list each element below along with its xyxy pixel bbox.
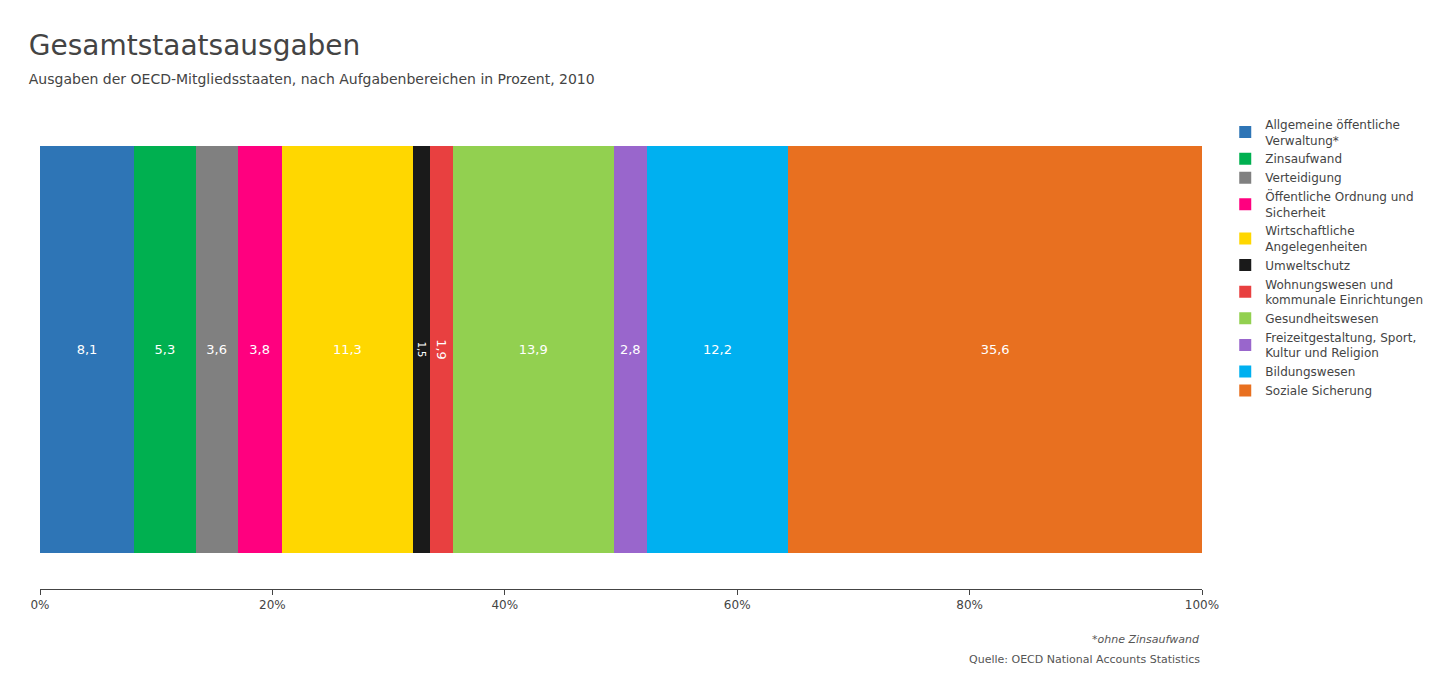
- svg-text:80%: 80%: [956, 598, 983, 612]
- svg-text:3,6: 3,6: [206, 342, 227, 357]
- svg-text:60%: 60%: [724, 598, 751, 612]
- svg-text:35,6: 35,6: [981, 342, 1010, 357]
- svg-text:40%: 40%: [491, 598, 518, 612]
- svg-text:8,1: 8,1: [77, 342, 98, 357]
- svg-text:Zinsaufwand: Zinsaufwand: [1265, 152, 1342, 166]
- svg-text:1,9: 1,9: [434, 339, 449, 360]
- svg-text:Gesamtstaatsausgaben: Gesamtstaatsausgaben: [29, 29, 361, 62]
- svg-text:100%: 100%: [1185, 598, 1219, 612]
- svg-text:20%: 20%: [259, 598, 286, 612]
- svg-text:0%: 0%: [30, 598, 49, 612]
- svg-text:2,8: 2,8: [620, 342, 641, 357]
- svg-text:Öffentliche Ordnung undSicherh: Öffentliche Ordnung undSicherheit: [1265, 188, 1413, 220]
- svg-text:Umweltschutz: Umweltschutz: [1265, 259, 1350, 273]
- svg-text:1,5: 1,5: [416, 342, 427, 358]
- svg-text:Ausgaben der OECD-Mitgliedssta: Ausgaben der OECD-Mitgliedsstaaten, nach…: [29, 71, 595, 87]
- svg-text:Freizeitgestaltung, Sport,Kult: Freizeitgestaltung, Sport,Kultur und Rel…: [1265, 331, 1416, 361]
- svg-text:5,3: 5,3: [155, 342, 176, 357]
- svg-text:Verteidigung: Verteidigung: [1265, 171, 1341, 185]
- svg-text:12,2: 12,2: [703, 342, 732, 357]
- svg-text:11,3: 11,3: [333, 342, 362, 357]
- svg-text:Soziale Sicherung: Soziale Sicherung: [1265, 384, 1372, 398]
- svg-text:Quelle: OECD National Accounts: Quelle: OECD National Accounts Statistic…: [969, 653, 1200, 666]
- svg-text:Gesundheitswesen: Gesundheitswesen: [1265, 312, 1378, 326]
- svg-text:13,9: 13,9: [519, 342, 548, 357]
- svg-text:Bildungswesen: Bildungswesen: [1265, 365, 1355, 379]
- svg-text:Wohnungswesen undkommunale Ein: Wohnungswesen undkommunale Einrichtungen: [1265, 278, 1423, 308]
- svg-text:3,8: 3,8: [249, 342, 270, 357]
- svg-text:Allgemeine öffentlicheVerwaltu: Allgemeine öffentlicheVerwaltung*: [1265, 118, 1400, 148]
- svg-text:WirtschaftlicheAngelegenheiten: WirtschaftlicheAngelegenheiten: [1265, 224, 1367, 254]
- svg-text:*ohne Zinsaufwand: *ohne Zinsaufwand: [1092, 633, 1200, 646]
